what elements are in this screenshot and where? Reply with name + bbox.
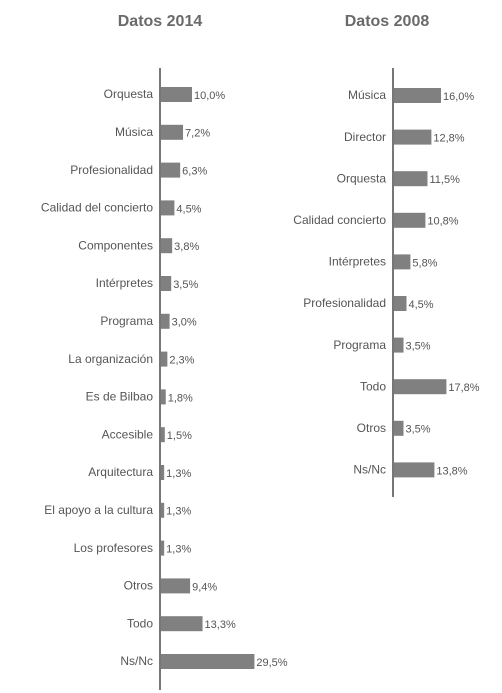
value-label: 9,4% bbox=[192, 581, 217, 593]
category-label: Intérpretes bbox=[96, 276, 153, 290]
bar bbox=[160, 616, 203, 632]
category-label: Todo bbox=[127, 616, 153, 630]
bar bbox=[160, 351, 168, 367]
bar bbox=[393, 462, 435, 478]
value-label: 13,8% bbox=[436, 465, 467, 477]
bar bbox=[160, 502, 165, 518]
bar bbox=[160, 427, 165, 443]
category-label: Es de Bilbao bbox=[86, 390, 154, 404]
category-label: Orquesta bbox=[337, 171, 387, 185]
value-label: 3,5% bbox=[173, 279, 198, 291]
category-label: Intérpretes bbox=[329, 255, 386, 269]
bar bbox=[393, 337, 404, 353]
bar bbox=[160, 87, 192, 102]
value-label: 3,5% bbox=[406, 341, 431, 353]
category-label: Componentes bbox=[78, 238, 153, 252]
value-label: 1,5% bbox=[167, 430, 192, 442]
value-label: 5,8% bbox=[412, 257, 437, 269]
chart-title: Datos 2014 bbox=[118, 13, 203, 30]
bar bbox=[160, 465, 165, 480]
value-label: 3,0% bbox=[172, 317, 197, 329]
value-label: 2,3% bbox=[169, 355, 194, 367]
category-label: Otros bbox=[124, 579, 153, 593]
category-label: Los profesores bbox=[74, 541, 153, 555]
category-label: Programa bbox=[100, 314, 153, 328]
category-label: Director bbox=[344, 130, 386, 144]
chart-title: Datos 2008 bbox=[345, 13, 430, 30]
bar bbox=[160, 162, 181, 178]
category-label: Ns/Nc bbox=[120, 654, 153, 668]
category-label: Calidad concierto bbox=[293, 213, 386, 227]
bar bbox=[160, 238, 173, 254]
value-label: 4,5% bbox=[176, 203, 201, 215]
category-label: Calidad del concierto bbox=[41, 201, 153, 215]
category-label: Arquitectura bbox=[88, 465, 153, 479]
value-label: 1,3% bbox=[166, 544, 191, 556]
category-label: Profesionalidad bbox=[70, 163, 153, 177]
value-label: 13,3% bbox=[205, 619, 236, 631]
category-label: Programa bbox=[333, 338, 386, 352]
bar bbox=[160, 200, 175, 216]
value-label: 1,3% bbox=[166, 468, 191, 480]
bar bbox=[160, 540, 165, 556]
category-label: La organización bbox=[68, 352, 153, 366]
value-label: 1,8% bbox=[168, 392, 193, 404]
category-label: El apoyo a la cultura bbox=[44, 503, 153, 517]
value-label: 17,8% bbox=[448, 382, 479, 394]
value-label: 4,5% bbox=[409, 299, 434, 311]
value-label: 16,0% bbox=[443, 91, 474, 103]
bar bbox=[160, 654, 255, 669]
bar bbox=[393, 379, 447, 395]
bar bbox=[393, 129, 432, 145]
bar bbox=[160, 578, 191, 594]
category-label: Otros bbox=[357, 421, 386, 435]
value-label: 10,0% bbox=[194, 90, 225, 102]
bar bbox=[393, 420, 404, 436]
value-label: 29,5% bbox=[256, 657, 287, 669]
category-label: Música bbox=[348, 88, 386, 102]
category-label: Ns/Nc bbox=[353, 463, 386, 477]
value-label: 10,8% bbox=[427, 216, 458, 228]
category-label: Profesionalidad bbox=[303, 296, 386, 310]
bar bbox=[160, 276, 172, 291]
value-label: 12,8% bbox=[433, 133, 464, 145]
category-label: Orquesta bbox=[104, 87, 154, 101]
value-label: 3,8% bbox=[174, 241, 199, 253]
value-label: 7,2% bbox=[185, 128, 210, 140]
bar bbox=[393, 254, 411, 270]
bar bbox=[393, 171, 428, 187]
bar bbox=[160, 124, 184, 140]
bar bbox=[393, 88, 441, 103]
bar bbox=[393, 212, 426, 228]
category-label: Accesible bbox=[102, 427, 154, 441]
category-label: Música bbox=[115, 125, 153, 139]
value-label: 11,5% bbox=[430, 174, 461, 186]
value-label: 1,3% bbox=[166, 506, 191, 518]
bar bbox=[160, 313, 170, 329]
category-label: Todo bbox=[360, 379, 386, 393]
value-label: 3,5% bbox=[406, 424, 431, 436]
bar bbox=[160, 389, 166, 405]
value-label: 6,3% bbox=[182, 166, 207, 178]
bar bbox=[393, 296, 407, 311]
